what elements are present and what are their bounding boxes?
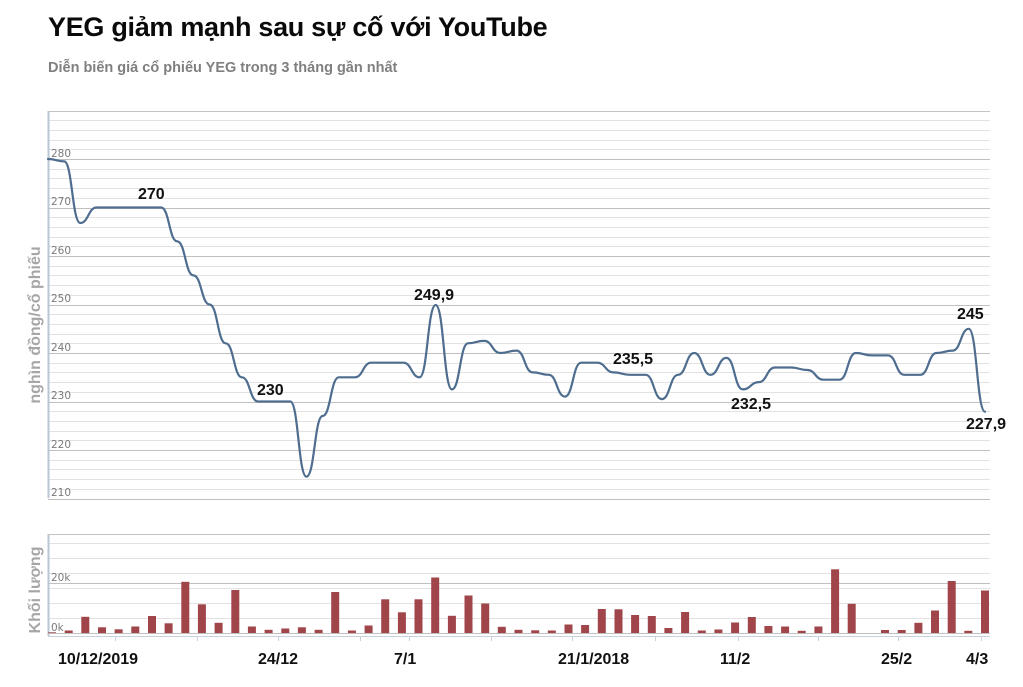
volume-bar bbox=[764, 626, 773, 633]
volume-bar bbox=[297, 627, 306, 634]
volume-y-axis-label: Khối lượng bbox=[27, 547, 44, 634]
price-grid bbox=[48, 120, 990, 500]
volume-bar bbox=[897, 630, 906, 633]
price-y-ticks: 280 270 260 250 240 230 220 210 bbox=[51, 148, 71, 499]
y-tick-250: 250 bbox=[51, 293, 71, 305]
volume-bar bbox=[447, 615, 456, 634]
annotation-245: 245 bbox=[957, 306, 984, 323]
annotation-270: 270 bbox=[138, 186, 165, 203]
volume-bar bbox=[514, 629, 523, 634]
volume-bars bbox=[48, 569, 989, 634]
x-label-25-2: 25/2 bbox=[881, 651, 912, 668]
y-tick-240: 240 bbox=[51, 342, 71, 354]
x-label-24-12: 24/12 bbox=[258, 651, 298, 668]
volume-bar bbox=[981, 590, 989, 633]
volume-bar bbox=[231, 590, 240, 633]
annotation-232-5: 232,5 bbox=[731, 396, 771, 413]
volume-bar bbox=[247, 626, 256, 633]
x-axis-labels: 10/12/2019 24/12 7/1 21/1/2018 11/2 25/2… bbox=[58, 651, 988, 668]
price-line bbox=[46, 157, 987, 478]
volume-bar bbox=[197, 604, 206, 633]
volume-bar bbox=[164, 623, 173, 634]
volume-bar bbox=[647, 616, 656, 633]
volume-bar bbox=[48, 632, 56, 634]
volume-bar bbox=[464, 595, 473, 633]
x-label-11-2: 11/2 bbox=[720, 651, 750, 668]
volume-bar bbox=[747, 617, 756, 633]
volume-bar bbox=[581, 625, 590, 633]
volume-bar bbox=[381, 599, 390, 634]
volume-bar bbox=[614, 609, 623, 634]
volume-bar bbox=[98, 627, 106, 634]
volume-bar bbox=[847, 603, 856, 634]
volume-bar bbox=[697, 630, 706, 633]
volume-tick-0k: 0k bbox=[51, 622, 65, 634]
volume-bar bbox=[364, 625, 373, 633]
volume-bar bbox=[81, 616, 90, 634]
annotation-235-5: 235,5 bbox=[613, 351, 653, 368]
volume-bar bbox=[964, 630, 973, 634]
y-tick-220: 220 bbox=[51, 439, 71, 451]
volume-bar bbox=[931, 610, 939, 633]
volume-bar bbox=[114, 629, 123, 634]
y-tick-260: 260 bbox=[51, 245, 71, 257]
price-y-axis-label: nghìn đồng/cổ phiếu bbox=[26, 246, 44, 403]
volume-bar bbox=[947, 581, 956, 633]
volume-bar bbox=[347, 630, 356, 633]
volume-bar bbox=[631, 615, 640, 633]
volume-bar bbox=[281, 628, 290, 633]
volume-bar bbox=[431, 577, 440, 633]
volume-bar bbox=[414, 599, 423, 634]
volume-bar bbox=[331, 592, 340, 633]
volume-bar bbox=[797, 630, 806, 634]
x-label-4-3: 4/3 bbox=[966, 651, 988, 668]
x-label-10-12-2019: 10/12/2019 bbox=[58, 651, 138, 668]
price-annotations: 270 230 249,9 235,5 232,5 245 227,9 bbox=[138, 186, 1006, 433]
volume-bar bbox=[547, 630, 556, 633]
volume-bar bbox=[564, 624, 573, 633]
volume-bar bbox=[597, 609, 606, 633]
annotation-249-9: 249,9 bbox=[414, 287, 454, 304]
volume-tick-20k: 20k bbox=[51, 572, 71, 584]
volume-bar bbox=[714, 629, 723, 633]
y-tick-280: 280 bbox=[51, 148, 71, 160]
volume-bar bbox=[531, 630, 540, 634]
x-label-21-1-2018: 21/1/2018 bbox=[558, 651, 629, 668]
volume-bar bbox=[881, 630, 889, 633]
volume-bar bbox=[264, 629, 273, 634]
annotation-227-9: 227,9 bbox=[966, 416, 1006, 433]
y-tick-230: 230 bbox=[51, 390, 71, 402]
volume-bar bbox=[731, 622, 740, 633]
volume-bar bbox=[131, 626, 140, 633]
chart-subtitle: Diễn biến giá cổ phiếu YEG trong 3 tháng… bbox=[48, 60, 398, 76]
volume-bar bbox=[914, 622, 923, 634]
y-tick-270: 270 bbox=[51, 196, 71, 208]
volume-bar bbox=[314, 629, 323, 634]
volume-bar bbox=[64, 630, 73, 633]
volume-bar bbox=[397, 612, 406, 634]
chart-title: YEG giảm mạnh sau sự cố với YouTube bbox=[48, 12, 548, 42]
volume-bar bbox=[497, 626, 506, 634]
volume-bar bbox=[664, 628, 673, 633]
volume-bar bbox=[781, 626, 790, 633]
volume-bar bbox=[831, 569, 840, 633]
volume-bar bbox=[181, 581, 190, 633]
volume-bar bbox=[214, 622, 223, 634]
volume-bar bbox=[681, 612, 690, 633]
y-tick-210: 210 bbox=[51, 487, 71, 499]
volume-bar bbox=[481, 603, 490, 633]
volume-bar bbox=[148, 616, 156, 633]
volume-bar bbox=[814, 626, 823, 633]
annotation-230: 230 bbox=[257, 382, 284, 399]
x-label-7-1: 7/1 bbox=[394, 651, 416, 668]
x-axis-ticks bbox=[115, 636, 982, 641]
